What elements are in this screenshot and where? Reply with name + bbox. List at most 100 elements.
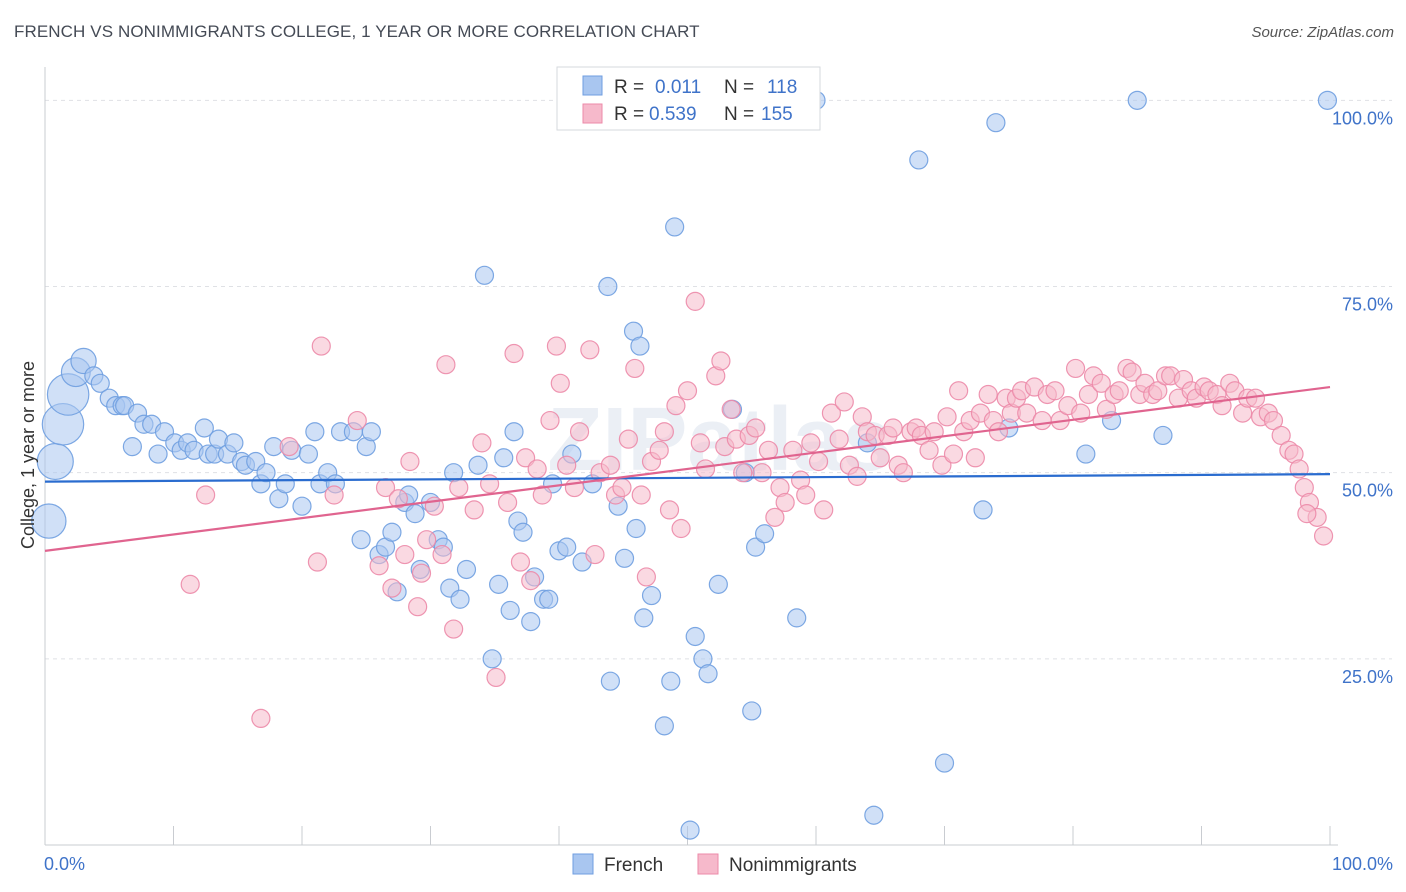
point-nonimmigrants [472,433,492,453]
point-nonimmigrants [801,433,821,453]
point-nonimmigrants [733,463,753,483]
point-french [661,671,681,691]
point-french [742,701,762,721]
point-french [90,373,110,393]
point-french [680,820,700,840]
point-nonimmigrants [546,336,567,356]
point-french [1076,444,1096,464]
point-french [292,496,312,516]
point-nonimmigrants [796,485,816,505]
point-nonimmigrants [486,667,506,688]
point-nonimmigrants [417,530,437,550]
point-french [665,217,685,237]
point-nonimmigrants [1032,410,1052,431]
point-nonimmigrants [324,485,344,505]
point-nonimmigrants [1017,403,1037,423]
point-french [298,444,319,464]
y-tick-label: 50.0% [1342,481,1393,501]
point-french [634,608,654,628]
trend-layer [44,385,1331,552]
point-french [405,504,425,524]
point-nonimmigrants [307,552,328,572]
point-nonimmigrants [1122,362,1142,382]
y-tick-label: 100.0% [1332,108,1393,128]
point-nonimmigrants [369,556,389,576]
point-nonimmigrants [388,489,408,509]
point-nonimmigrants [464,500,484,520]
point-nonimmigrants [965,448,985,468]
point-french [1317,90,1338,110]
point-french [539,589,559,609]
chart-source: Source: ZipAtlas.com [1251,24,1394,41]
point-nonimmigrants [580,340,600,360]
point-french [504,422,524,442]
point-french [456,559,477,580]
y-tick-label: 25.0% [1342,667,1393,687]
point-nonimmigrants [1271,425,1291,446]
trend-line-nonimmigrants [44,385,1331,552]
point-nonimmigrants [540,410,560,431]
point-nonimmigrants [600,455,621,475]
legend-swatch-french [572,853,594,875]
point-nonimmigrants [1313,526,1334,546]
stats-r-value: 0.011 [655,77,701,98]
point-nonimmigrants [883,418,903,438]
stats-n-label: N = [724,77,754,98]
point-nonimmigrants [1109,381,1129,401]
stats-r-label: R = [614,77,644,98]
point-french [521,612,541,632]
point-nonimmigrants [821,403,842,423]
point-nonimmigrants [685,291,705,311]
point-french [557,537,577,557]
point-nonimmigrants [949,381,969,401]
point-nonimmigrants [937,407,957,427]
point-nonimmigrants [746,418,766,438]
point-nonimmigrants [311,336,331,356]
point-nonimmigrants [395,544,415,565]
point-nonimmigrants [504,343,524,364]
point-french [1127,90,1147,110]
point-french [148,444,168,464]
point-nonimmigrants [527,459,547,479]
point-nonimmigrants [1297,504,1317,524]
point-nonimmigrants [564,477,585,498]
point-nonimmigrants [449,477,469,498]
point-nonimmigrants [480,474,500,494]
point-nonimmigrants [932,455,952,475]
point-nonimmigrants [444,619,464,639]
point-nonimmigrants [636,567,656,587]
point-nonimmigrants [808,451,829,472]
point-nonimmigrants [721,399,741,419]
point-nonimmigrants [659,500,680,520]
point-nonimmigrants [1065,358,1086,379]
point-nonimmigrants [557,455,577,475]
point-french [468,455,488,475]
points-layer [31,90,1338,840]
point-nonimmigrants [943,444,964,464]
stats-legend: R = 0.011 N = 118 R = 0.539 N = 155 [556,66,821,131]
point-nonimmigrants [279,437,299,457]
point-french [600,671,621,691]
point-french [708,574,728,594]
point-french [450,589,470,609]
point-nonimmigrants [510,552,531,572]
point-french [194,418,214,438]
point-french [256,463,276,483]
point-nonimmigrants [666,396,686,416]
point-french [275,474,295,494]
point-french [626,518,646,539]
point-french [500,600,520,621]
point-nonimmigrants [1148,381,1168,401]
point-nonimmigrants [625,358,645,379]
point-nonimmigrants [180,574,200,594]
legend-label-french: French [604,855,663,876]
point-french [909,150,929,170]
point-nonimmigrants [196,485,216,505]
point-nonimmigrants [1091,373,1111,393]
point-nonimmigrants [695,459,716,479]
point-french [641,585,662,606]
point-nonimmigrants [654,422,674,442]
point-nonimmigrants [408,597,428,617]
point-french [494,448,514,468]
point-nonimmigrants [400,451,420,472]
